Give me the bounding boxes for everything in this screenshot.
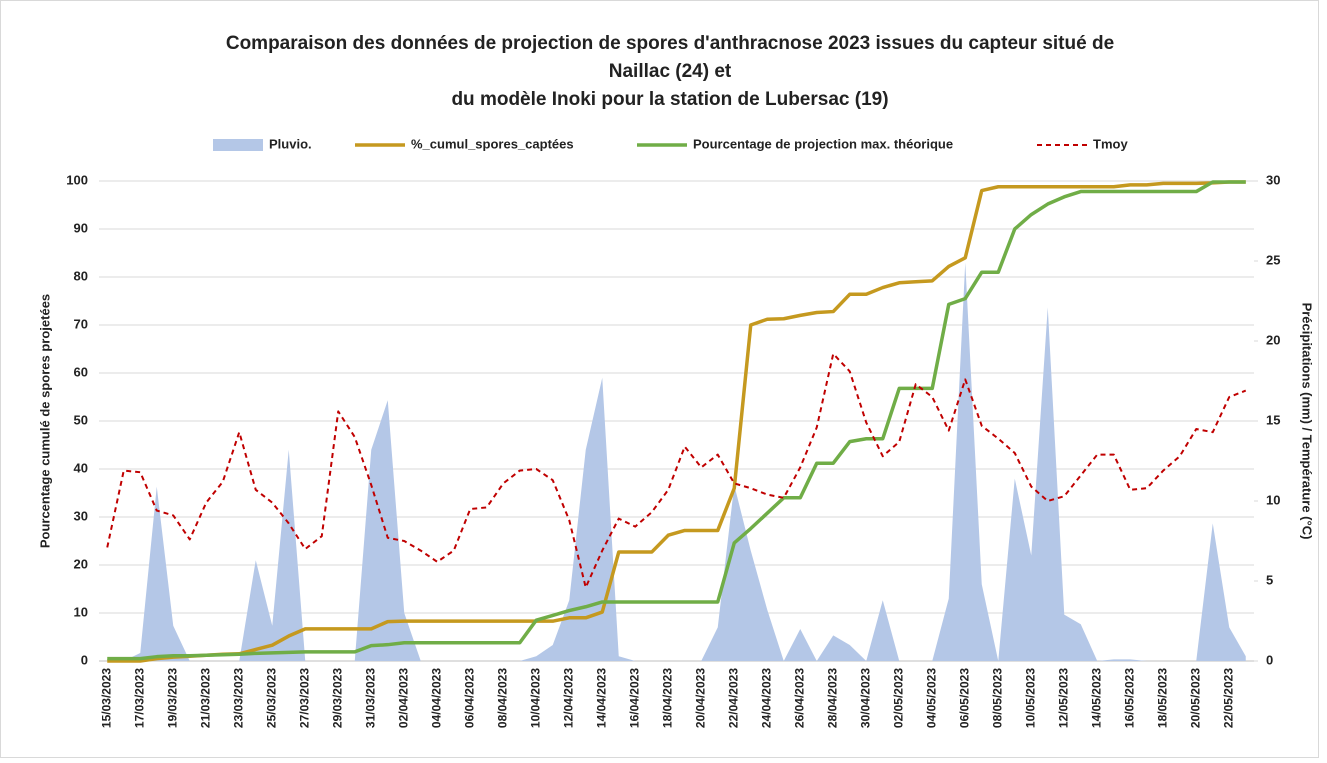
line (107, 180, 1246, 661)
y-axis-title: Pourcentage cumulé de spores projetées (37, 294, 52, 548)
line (107, 180, 1246, 663)
x-tick-label: 06/05/2023 (957, 668, 971, 728)
y2-tick-label: 5 (1266, 572, 1273, 587)
x-tick-label: 08/04/2023 (495, 668, 509, 728)
x-tick-label: 16/05/2023 (1122, 668, 1136, 728)
y-tick-label: 40 (74, 460, 88, 475)
x-tick-label: 16/04/2023 (627, 668, 641, 728)
x-tick-label: 12/05/2023 (1056, 668, 1070, 728)
chart-title: Naillac (24) et (609, 61, 732, 82)
x-tick-label: 30/04/2023 (858, 668, 872, 728)
y-tick-label: 30 (74, 508, 88, 523)
x-tick-label: 28/04/2023 (825, 668, 839, 728)
line (106, 352, 1247, 589)
x-tick-label: 22/04/2023 (726, 668, 740, 728)
x-tick-label: 04/04/2023 (429, 668, 443, 728)
y2-tick-label: 0 (1266, 652, 1273, 667)
x-tick-label: 31/03/2023 (363, 668, 377, 728)
y-tick-label: 60 (74, 364, 88, 379)
y2-tick-label: 30 (1266, 172, 1280, 187)
x-tick-label: 27/03/2023 (297, 668, 311, 728)
y2-axis-title: Précipitations (mm) / Température (°C) (1300, 303, 1315, 540)
x-tick-label: 10/04/2023 (528, 668, 542, 728)
y-tick-label: 100 (66, 172, 88, 187)
area (107, 262, 1246, 661)
legend-label: Tmoy (1093, 136, 1128, 151)
y-tick-label: 10 (74, 604, 88, 619)
x-tick-label: 19/03/2023 (165, 668, 179, 728)
legend-label: Pluvio. (269, 136, 312, 151)
legend-label: %_cumul_spores_captées (411, 136, 574, 151)
x-tick-label: 22/05/2023 (1221, 668, 1235, 728)
chart-title: Comparaison des données de projection de… (226, 33, 1114, 54)
x-tick-label: 24/04/2023 (759, 668, 773, 728)
x-tick-label: 15/03/2023 (99, 668, 113, 728)
x-tick-label: 02/04/2023 (396, 668, 410, 728)
x-tick-label: 26/04/2023 (792, 668, 806, 728)
x-tick-label: 18/05/2023 (1155, 668, 1169, 728)
x-tick-label: 20/05/2023 (1188, 668, 1202, 728)
x-tick-label: 20/04/2023 (693, 668, 707, 728)
x-tick-label: 21/03/2023 (198, 668, 212, 728)
y2-tick-label: 15 (1266, 412, 1280, 427)
x-tick-label: 23/03/2023 (231, 668, 245, 728)
x-tick-label: 08/05/2023 (990, 668, 1004, 728)
x-tick-label: 04/05/2023 (924, 668, 938, 728)
y-tick-label: 50 (74, 412, 88, 427)
y-tick-label: 70 (74, 316, 88, 331)
x-tick-label: 25/03/2023 (264, 668, 278, 728)
x-tick-label: 17/03/2023 (132, 668, 146, 728)
x-tick-label: 02/05/2023 (891, 668, 905, 728)
x-tick-label: 14/04/2023 (594, 668, 608, 728)
y-tick-label: 20 (74, 556, 88, 571)
chart-title: du modèle Inoki pour la station de Luber… (451, 89, 888, 110)
x-tick-label: 12/04/2023 (561, 668, 575, 728)
x-tick-label: 10/05/2023 (1023, 668, 1037, 728)
x-tick-label: 29/03/2023 (330, 668, 344, 728)
y-tick-label: 90 (74, 220, 88, 235)
x-tick-label: 14/05/2023 (1089, 668, 1103, 728)
y2-tick-label: 25 (1266, 252, 1280, 267)
legend-swatch (213, 139, 263, 151)
y2-tick-label: 20 (1266, 332, 1280, 347)
legend-label: Pourcentage de projection max. théorique (693, 136, 953, 151)
y2-tick-label: 10 (1266, 492, 1280, 507)
x-tick-label: 18/04/2023 (660, 668, 674, 728)
x-tick-label: 06/04/2023 (462, 668, 476, 728)
y-tick-label: 0 (81, 652, 88, 667)
y-tick-label: 80 (74, 268, 88, 283)
